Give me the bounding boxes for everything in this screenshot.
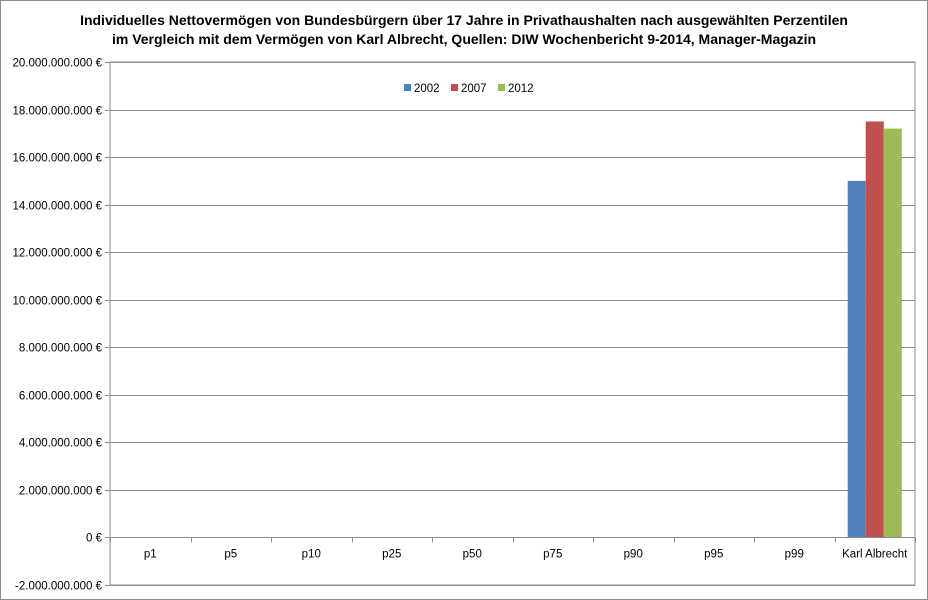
chart-title-line1: Individuelles Nettovermögen von Bundesbü… bbox=[80, 12, 848, 28]
plot-area bbox=[109, 61, 916, 586]
x-tick-label: p90 bbox=[624, 548, 643, 560]
x-tick-label: p50 bbox=[463, 548, 482, 560]
x-tick-label: p5 bbox=[224, 548, 237, 560]
y-tick-label: 4.000.000.000 € bbox=[19, 438, 103, 450]
x-tick-label: p95 bbox=[704, 548, 723, 560]
bar-2002 bbox=[847, 180, 866, 538]
y-tick-label: 18.000.000.000 € bbox=[12, 106, 102, 118]
y-tick-label: 16.000.000.000 € bbox=[12, 153, 102, 165]
y-tick-label: 6.000.000.000 € bbox=[19, 391, 103, 403]
y-tick-label: 0 € bbox=[86, 533, 103, 545]
legend-label: 2007 bbox=[461, 83, 487, 95]
legend-swatch-2012 bbox=[498, 84, 505, 91]
x-tick-label: p99 bbox=[785, 548, 804, 560]
chart-title-line2: im Vergleich mit dem Vermögen von Karl A… bbox=[111, 31, 817, 47]
x-tick-label: p1 bbox=[144, 548, 157, 560]
bar-2007 bbox=[865, 121, 884, 538]
y-tick-label: 2.000.000.000 € bbox=[19, 486, 103, 498]
legend-label: 2012 bbox=[508, 83, 534, 95]
y-tick-label: 14.000.000.000 € bbox=[12, 201, 102, 213]
y-tick-label: -2.000.000.000 € bbox=[15, 581, 103, 593]
y-tick-label: 10.000.000.000 € bbox=[12, 296, 102, 308]
x-tick-label: p25 bbox=[382, 548, 401, 560]
legend-swatch-2007 bbox=[451, 84, 458, 91]
bar-2012 bbox=[883, 128, 902, 538]
x-tick-label: p10 bbox=[302, 548, 321, 560]
legend-swatch-2002 bbox=[404, 84, 411, 91]
x-tick-label: Karl Albrecht bbox=[842, 548, 908, 560]
y-tick-label: 8.000.000.000 € bbox=[19, 343, 103, 355]
x-tick-label: p75 bbox=[543, 548, 562, 560]
y-tick-label: 20.000.000.000 € bbox=[12, 58, 102, 70]
y-tick-label: 12.000.000.000 € bbox=[12, 248, 102, 260]
legend-label: 2002 bbox=[414, 83, 440, 95]
